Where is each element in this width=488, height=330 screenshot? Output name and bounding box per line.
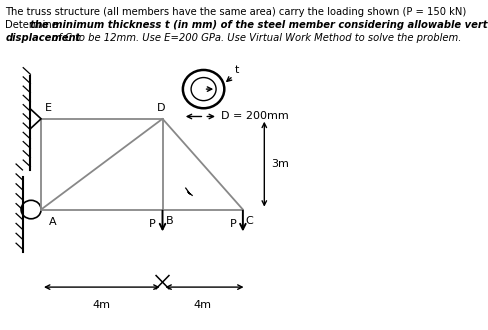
- Text: 4m: 4m: [194, 300, 212, 310]
- Text: of C to be 12mm. Use E=200 GPa. Use Virtual Work Method to solve the problem.: of C to be 12mm. Use E=200 GPa. Use Virt…: [49, 33, 461, 43]
- Text: P: P: [149, 219, 156, 229]
- Text: C: C: [246, 216, 253, 226]
- Text: P: P: [230, 219, 237, 229]
- Text: displacement: displacement: [5, 33, 81, 43]
- Text: Determine: Determine: [5, 20, 61, 30]
- Text: The truss structure (all members have the same area) carry the loading shown (P : The truss structure (all members have th…: [5, 7, 467, 16]
- Text: E: E: [45, 103, 52, 113]
- Text: 3m: 3m: [271, 159, 288, 169]
- Text: D: D: [157, 103, 165, 113]
- Text: A: A: [49, 217, 57, 227]
- Text: t: t: [234, 65, 239, 75]
- Text: 4m: 4m: [93, 300, 111, 310]
- Text: the minimum thickness t (in mm) of the steel member considering allowable vertic: the minimum thickness t (in mm) of the s…: [30, 20, 488, 30]
- Text: D = 200mm: D = 200mm: [222, 112, 289, 121]
- Text: B: B: [166, 216, 174, 226]
